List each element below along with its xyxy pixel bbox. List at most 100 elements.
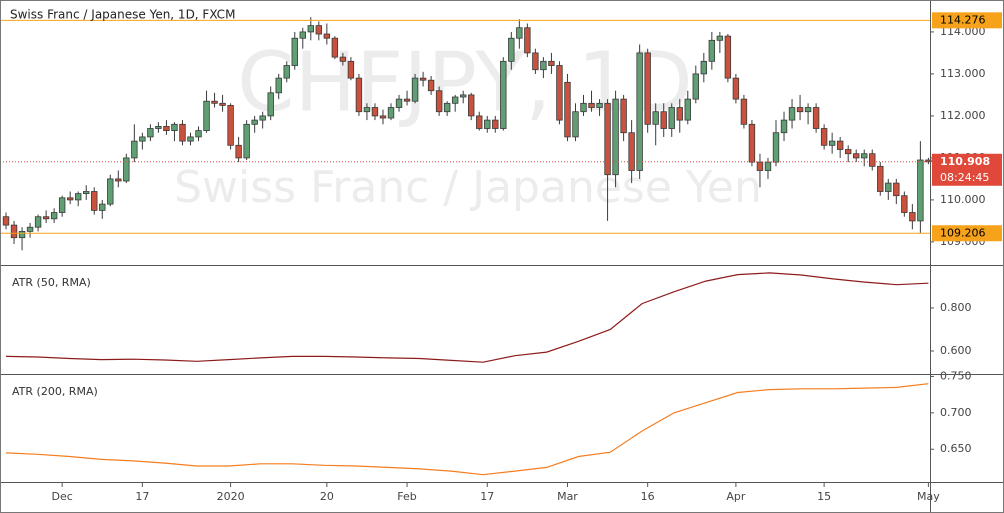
candle-body [115,178,122,182]
candle-body [363,107,371,113]
candle-body [716,35,724,41]
candle-body [484,119,491,129]
candle-body [724,35,732,79]
candle-body [243,123,250,159]
candle-body [315,25,323,35]
candle-body [540,60,547,71]
candle-body [692,73,699,100]
indicator-label: ATR (50, RMA) [12,276,91,289]
candle-body [925,159,932,163]
x-tick-label: 16 [641,490,655,503]
level-label: 114.276 [940,13,986,26]
candle-body [748,123,756,163]
candle-body [323,33,331,39]
candle-body [10,224,18,239]
candle-body [652,111,659,125]
overlay-layer: ATR (50, RMA) ATR (200, RMA) 114.276 109.20… [0,12,1002,398]
candle-body [83,191,90,195]
candle-body [508,37,515,62]
candle-body [612,98,619,176]
candle-body [187,136,194,142]
candle-body [853,153,860,159]
candle-body [756,161,764,171]
last-price-label: 110.908 [940,155,990,168]
candle-body [347,60,355,79]
candle-body [275,77,282,94]
candle-body [684,98,691,121]
x-tick-label: Feb [397,490,416,503]
candle-body [893,182,900,197]
candle-body [235,144,242,159]
candle-body [516,27,523,39]
candle-body [668,107,675,129]
candle-body [708,39,716,62]
candle-body [596,102,603,108]
candle-body [820,128,828,146]
y-tick-label: 0.700 [940,406,972,419]
candle-body [355,77,363,113]
watermark-name: Swiss Franc / Japanese Yen [174,162,762,213]
candle-body [75,193,82,201]
candle-body [411,77,419,102]
candle-body [147,128,154,138]
candle-body [427,79,435,92]
candle-body [18,231,26,239]
candle-body [219,102,226,106]
candle-body [917,159,924,222]
y-tick-label: 0.600 [940,344,972,357]
candle-body [500,60,507,129]
x-tick-label: 17 [480,490,494,503]
candle-body [203,100,210,132]
level-label: 109.206 [940,226,986,239]
candle-body [476,115,483,129]
candle-body [772,132,780,163]
candle-body [620,98,627,134]
candle-body [267,92,274,117]
candle-body [58,197,66,213]
chart-title: Swiss Franc / Japanese Yen, 1D, FXCM [10,8,235,22]
candle-body [451,96,459,104]
x-tick-label: 20 [320,490,334,503]
candle-body [636,52,643,171]
candle-body [163,126,170,132]
candle-body [788,107,796,121]
candle-body [123,157,130,182]
candle-body [828,140,836,146]
candle-body [556,65,563,121]
candle-body [403,98,411,102]
candle-body [211,100,218,104]
candle-body [572,111,579,138]
candle-body [179,123,186,142]
candle-body [676,107,683,121]
y-tick-label: 113.000 [940,67,986,80]
x-tick-label: 2020 [217,490,245,503]
candle-body [901,195,908,213]
candle-body [877,165,884,192]
candle-body [91,191,98,211]
plot-layer [2,17,932,476]
x-tick-label: May [917,490,940,503]
candle-body [548,60,555,66]
candle-body [628,132,635,171]
candle-body [909,212,916,222]
candle-body [395,98,403,108]
candle-body [524,27,531,54]
candle-body [796,107,804,113]
candle-body [419,77,427,81]
candle-body [869,153,876,167]
candle-body [283,65,290,79]
candle-body [307,25,315,33]
indicator-line [5,272,929,363]
candle-body [644,52,651,125]
candle-body [371,107,379,117]
candle-body [604,102,611,176]
candle-body [732,77,740,100]
candle-body [50,212,58,220]
candle-body [227,105,234,146]
candle-body [2,216,10,226]
indicator-line [5,383,929,476]
x-tick-label: 17 [135,490,149,503]
